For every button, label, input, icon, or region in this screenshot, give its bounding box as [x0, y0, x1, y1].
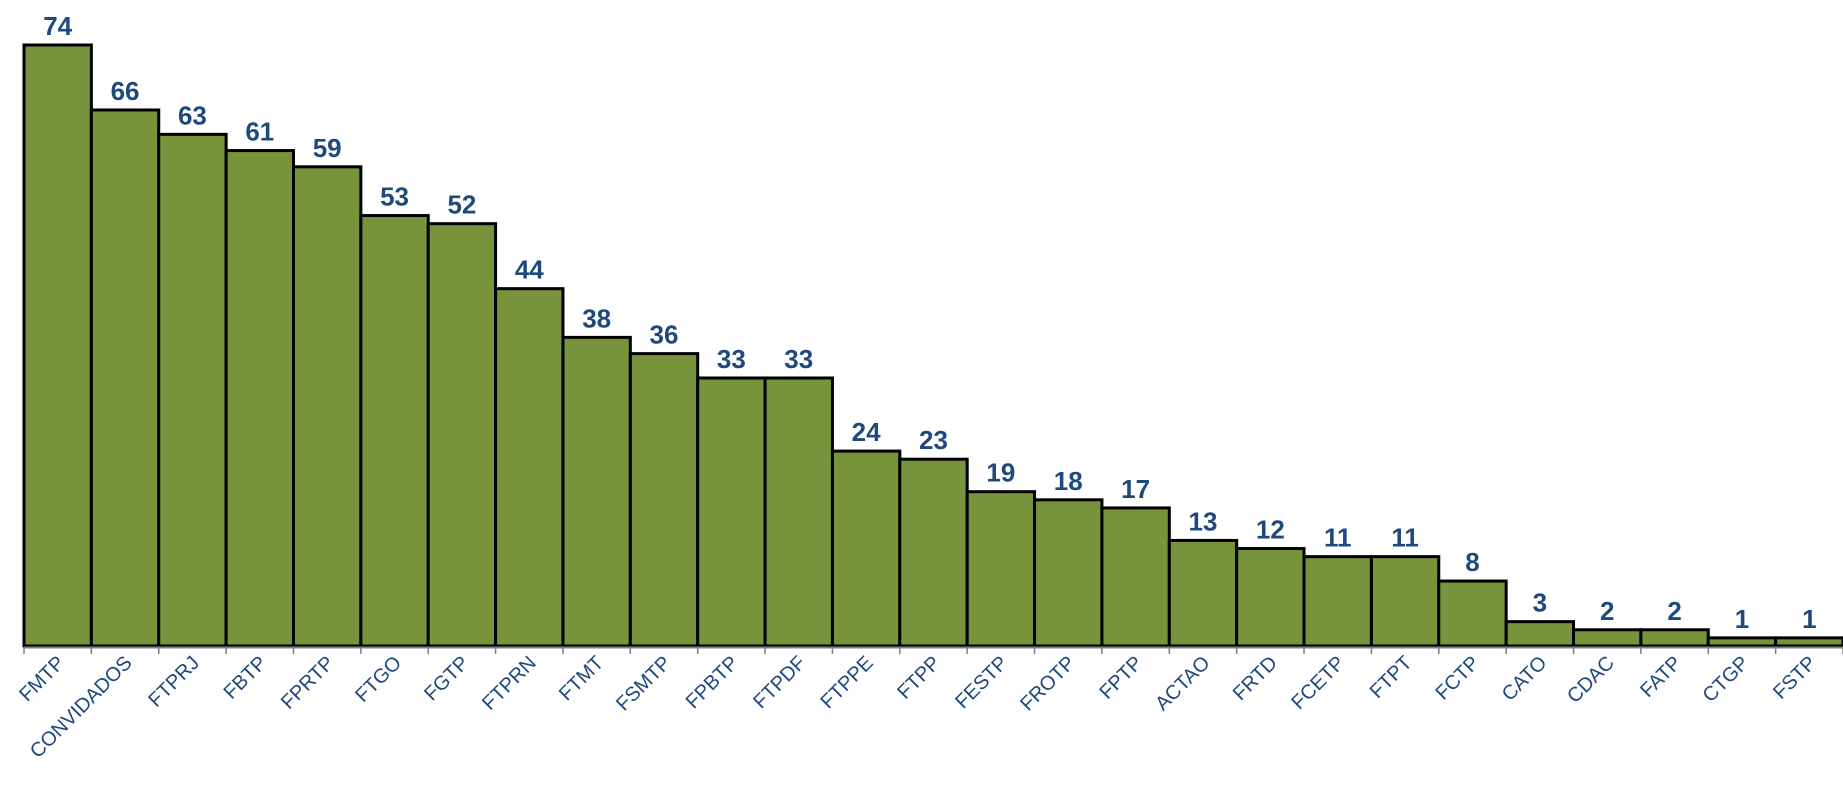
- x-tick-label-cdac: CDAC: [1563, 652, 1619, 708]
- data-label-fatp: 2: [1667, 596, 1681, 626]
- bar-ftpp: [898, 457, 969, 648]
- data-label-actao: 13: [1189, 506, 1218, 536]
- bar-fgtp: [426, 222, 498, 648]
- x-tick-label-ftprn: FTPRN: [478, 652, 541, 715]
- bar-actao: [1167, 538, 1239, 648]
- data-label-ftpt: 11: [1391, 523, 1419, 553]
- bar-cato: [1504, 620, 1576, 648]
- data-label-fgtp: 52: [447, 190, 476, 220]
- data-label-ftgo: 53: [380, 182, 409, 212]
- bar-frotp: [1033, 498, 1104, 648]
- data-label-fsmtp: 36: [650, 320, 679, 350]
- bar-fcetp: [1302, 555, 1373, 648]
- data-label-cdac: 2: [1600, 596, 1614, 626]
- x-tick-label-fstp: FSTP: [1769, 652, 1821, 704]
- data-label-convidados: 66: [111, 76, 140, 106]
- data-label-ftppe: 24: [852, 417, 881, 447]
- x-tick-label-cato: CATO: [1498, 652, 1552, 706]
- bar-fmtp: [22, 43, 93, 648]
- data-label-fcetp: 11: [1324, 523, 1352, 553]
- x-tick-label-ftprj: FTPRJ: [144, 652, 204, 712]
- data-label-ftprj: 63: [178, 100, 207, 130]
- bar-fprtp: [291, 165, 363, 648]
- bar-fctp: [1437, 579, 1508, 648]
- data-label-cato: 3: [1533, 588, 1547, 618]
- x-tick-label-ftmt: FTMT: [555, 652, 608, 705]
- x-tick-label-ftpt: FTPT: [1366, 652, 1417, 703]
- bar-ftpt: [1369, 555, 1441, 648]
- x-tick-label-fpbtp: FPBTP: [682, 652, 743, 713]
- x-tick-label-fgtp: FGTP: [420, 652, 473, 705]
- x-tick-label-fprtp: FPRTP: [277, 652, 339, 714]
- x-tick-label-fbtp: FBTP: [220, 652, 272, 704]
- bar-ftmt: [561, 335, 632, 648]
- x-tick-label-fsmtp: FSMTP: [612, 652, 675, 715]
- x-tick-label-fctp: FCTP: [1432, 652, 1484, 704]
- x-tick-label-fptp: FPTP: [1095, 652, 1147, 704]
- x-tick-label-ftpp: FTPP: [893, 652, 945, 704]
- bar-fpbtp: [696, 376, 767, 648]
- x-tick-label-ftgo: FTGO: [351, 652, 406, 707]
- bar-festp: [965, 490, 1037, 648]
- data-label-fbtp: 61: [245, 117, 274, 147]
- data-label-ctgp: 1: [1735, 604, 1749, 634]
- bar-ftprj: [157, 132, 228, 648]
- bar-cdac: [1572, 628, 1643, 648]
- data-label-fstp: 1: [1802, 604, 1816, 634]
- bar-ctgp: [1706, 636, 1778, 648]
- data-label-frtd: 12: [1256, 515, 1285, 545]
- bar-ftppe: [830, 449, 902, 648]
- bar-fbtp: [224, 149, 295, 648]
- x-tick-label-frotp: FROTP: [1016, 652, 1079, 715]
- data-label-festp: 19: [986, 458, 1015, 488]
- bar-fptp: [1100, 506, 1171, 648]
- data-label-ftpp: 23: [919, 425, 948, 455]
- x-tick-label-ctgp: CTGP: [1699, 652, 1754, 707]
- data-label-frotp: 18: [1054, 466, 1083, 496]
- bar-convidados: [89, 108, 161, 648]
- data-label-ftmt: 38: [582, 303, 611, 333]
- bar-ftprn: [494, 287, 565, 648]
- x-tick-label-frtd: FRTD: [1229, 652, 1282, 705]
- bar-ftpdf: [763, 376, 834, 648]
- data-label-fmtp: 74: [43, 11, 72, 41]
- x-tick-label-actao: ACTAO: [1151, 652, 1214, 715]
- x-tick-label-ftpdf: FTPDF: [749, 652, 810, 713]
- x-tick-label-fcetp: FCETP: [1287, 652, 1349, 714]
- data-label-fptp: 17: [1121, 474, 1150, 504]
- x-tick-label-ftppe: FTPPE: [817, 652, 878, 713]
- bar-ftgo: [359, 214, 430, 648]
- data-label-ftprn: 44: [515, 255, 544, 285]
- bar-fatp: [1639, 628, 1710, 648]
- data-label-ftpdf: 33: [784, 344, 813, 374]
- bar-frtd: [1235, 547, 1306, 648]
- x-tick-label-festp: FESTP: [951, 652, 1012, 713]
- data-label-fprtp: 59: [313, 133, 342, 163]
- bar-fstp: [1774, 636, 1843, 648]
- bar-fsmtp: [628, 352, 700, 648]
- x-tick-label-fatp: FATP: [1636, 652, 1686, 702]
- data-label-fctp: 8: [1465, 547, 1479, 577]
- x-tick-label-fmtp: FMTP: [15, 652, 69, 706]
- data-label-fpbtp: 33: [717, 344, 746, 374]
